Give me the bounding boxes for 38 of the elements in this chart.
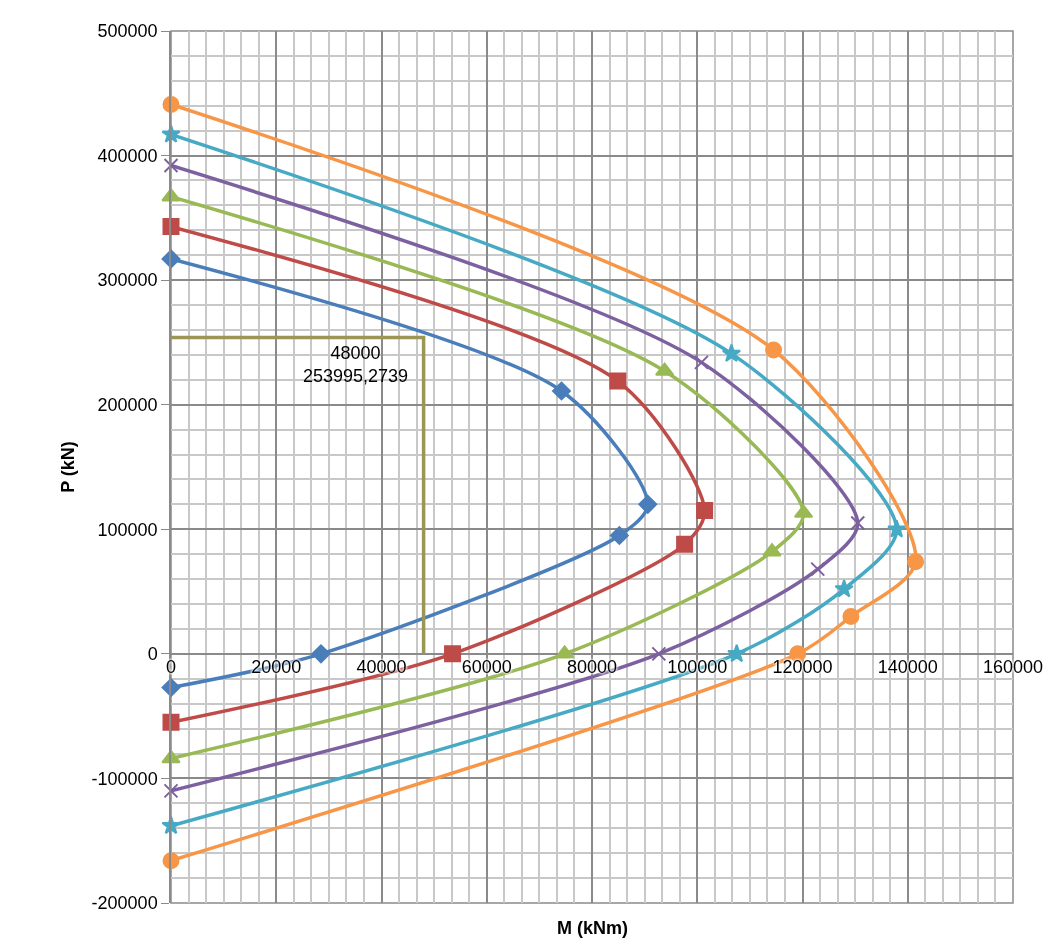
point — [163, 783, 179, 799]
x-tick-label: 40000 — [356, 656, 407, 677]
y-tick-label: 300000 — [97, 270, 158, 291]
x-tick-label: 0 — [165, 656, 177, 677]
y-tick-label: -100000 — [91, 768, 158, 789]
y-tick-label: 100000 — [97, 519, 158, 540]
x-tick-label: 140000 — [877, 656, 938, 677]
point — [311, 644, 331, 664]
x-tick-label: 120000 — [772, 656, 833, 677]
x-tick-label: 160000 — [982, 656, 1044, 677]
y-tick-label: 500000 — [97, 21, 158, 42]
point — [887, 519, 907, 538]
y-tick-label: 400000 — [97, 145, 158, 166]
x-tick-label: 80000 — [566, 656, 618, 677]
point — [696, 502, 714, 520]
point — [727, 643, 747, 663]
point — [721, 343, 742, 362]
point — [842, 607, 860, 625]
point — [444, 645, 462, 663]
point — [609, 372, 627, 390]
annotation: 48000 253995,2739 — [303, 343, 409, 387]
point — [762, 543, 782, 557]
x-tick-label: 60000 — [461, 656, 512, 677]
point — [651, 646, 667, 662]
point — [552, 381, 571, 401]
y-tick-label: -200000 — [91, 893, 158, 914]
point — [850, 515, 866, 531]
point — [693, 354, 709, 370]
point — [907, 553, 925, 571]
y-axis-title: P (kN) — [58, 441, 79, 493]
point — [765, 341, 783, 359]
x-axis-title: M (kNm) — [557, 918, 628, 938]
point — [810, 561, 826, 577]
point — [834, 578, 854, 598]
point — [676, 535, 694, 553]
y-tick-label: 200000 — [97, 395, 158, 416]
point — [609, 526, 629, 545]
point — [638, 494, 658, 514]
